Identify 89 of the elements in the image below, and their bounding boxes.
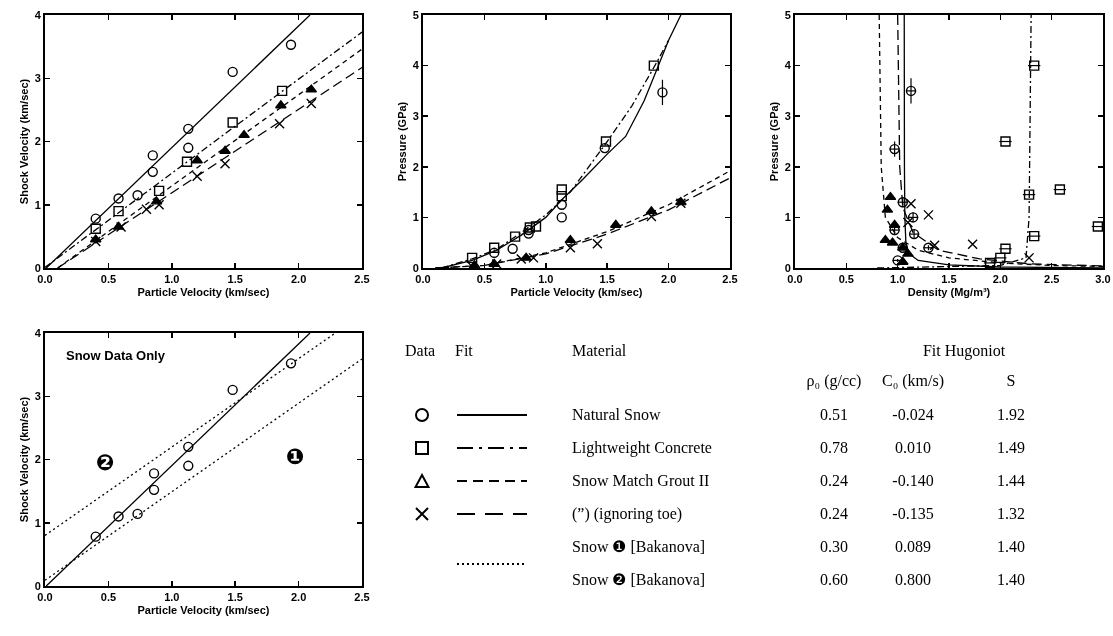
x-tick-label: 1.5	[227, 273, 243, 286]
data-label: -0.135	[892, 505, 934, 523]
y-tick-label: 0	[412, 261, 419, 274]
x-tick-label: 0.5	[100, 591, 117, 604]
x-tick-label: 2.5	[722, 273, 738, 286]
x-axis-title: Particle Velocity (km/sec)	[137, 603, 270, 616]
x-tick-label: 1.0	[890, 273, 906, 286]
annotation: ❶	[286, 444, 305, 469]
y-tick-label: 0	[34, 261, 41, 274]
data-label: 0.24	[820, 505, 848, 523]
data-label: 0.51	[820, 406, 848, 424]
y-tick-label: 1	[784, 211, 791, 224]
data-label: 0.78	[820, 439, 848, 457]
x-tick-label: 0.0	[37, 273, 53, 286]
data-label: 1.49	[997, 439, 1025, 457]
y-tick-label: 1	[34, 516, 41, 529]
category-label: C₀ (km/s)	[881, 372, 945, 390]
y-axis-title: Shock Velocity (km/sec)	[17, 78, 30, 205]
data-label: -0.140	[892, 472, 934, 490]
data-label: 0.089	[895, 538, 931, 556]
x-axis-title: Particle Velocity (km/sec)	[510, 285, 643, 298]
y-axis-title: Shock Velocity (km/sec)	[17, 396, 30, 523]
x-tick-label: 0.0	[787, 273, 803, 286]
category-label: S	[1006, 372, 1016, 390]
y-tick-label: 0	[784, 261, 791, 274]
y-tick-label: 4	[784, 59, 792, 72]
text: (”) (ignoring toe)	[572, 505, 683, 523]
text: Natural Snow	[572, 406, 661, 424]
y-axis-title: Pressure (GPa)	[767, 101, 780, 182]
data-label: 1.92	[997, 406, 1025, 424]
text: Fit	[455, 342, 473, 360]
y-axis-title: Pressure (GPa)	[395, 101, 408, 182]
x-tick-label: 1.5	[941, 273, 957, 286]
x-tick-label: 2.0	[290, 273, 307, 286]
x-tick-label: 0.0	[415, 273, 431, 286]
text: Snow ❶ [Bakanova]	[572, 538, 706, 556]
y-tick-label: 2	[34, 453, 41, 466]
y-tick-label: 2	[412, 160, 419, 173]
data-label: 1.40	[997, 571, 1025, 589]
y-tick-label: 3	[784, 110, 791, 123]
data-label: 1.44	[997, 472, 1025, 490]
x-tick-label: 2.5	[354, 591, 370, 604]
y-tick-label: 5	[784, 8, 791, 21]
x-tick-label: 0.0	[37, 591, 53, 604]
text: Snow ❷ [Bakanova]	[572, 571, 706, 589]
text: Fit Hugoniot	[922, 342, 1006, 360]
x-tick-label: 0.5	[100, 273, 117, 286]
x-tick-label: 0.5	[476, 273, 493, 286]
x-axis-title: Particle Velocity (km/sec)	[137, 285, 270, 298]
y-tick-label: 2	[784, 160, 791, 173]
data-label: 1.40	[997, 538, 1025, 556]
data-label: -0.024	[892, 406, 934, 424]
y-tick-label: 4	[34, 8, 42, 21]
y-tick-label: 4	[34, 326, 42, 339]
y-tick-label: 0	[34, 579, 41, 592]
annotation: ❷	[96, 450, 115, 475]
y-tick-label: 1	[34, 198, 41, 211]
data-label: 1.32	[997, 505, 1025, 523]
x-tick-label: 2.5	[354, 273, 370, 286]
y-tick-label: 3	[34, 390, 41, 403]
y-tick-label: 3	[34, 72, 41, 85]
data-label: 0.010	[895, 439, 931, 457]
x-tick-label: 2.5	[1044, 273, 1060, 286]
data-label: 0.60	[820, 571, 848, 589]
y-tick-label: 3	[412, 110, 419, 123]
y-tick-label: 1	[412, 211, 419, 224]
text: Snow Match Grout II	[572, 472, 710, 490]
text: Data	[405, 342, 436, 360]
x-tick-label: 1.0	[538, 273, 554, 286]
data-label: 0.800	[895, 571, 931, 589]
category-label: ρ₀ (g/cc)	[806, 372, 862, 390]
x-tick-label: 2.0	[992, 273, 1008, 286]
y-tick-label: 2	[34, 135, 41, 148]
text: Lightweight Concrete	[572, 439, 712, 457]
x-tick-label: 1.5	[599, 273, 615, 286]
y-tick-label: 5	[412, 8, 419, 21]
x-tick-label: 2.0	[660, 273, 677, 286]
text: Material	[572, 342, 627, 360]
data-label: 0.24	[820, 472, 848, 490]
x-tick-label: 1.0	[164, 591, 180, 604]
x-tick-label: 2.0	[290, 591, 307, 604]
x-tick-label: 1.0	[164, 273, 180, 286]
x-tick-label: 1.5	[227, 591, 243, 604]
x-tick-label: 3.0	[1095, 273, 1111, 286]
data-label: 0.30	[820, 538, 848, 556]
x-axis-title: Density (Mg/m³)	[907, 285, 991, 298]
annotation: Snow Data Only	[66, 348, 166, 363]
y-tick-label: 4	[412, 59, 420, 72]
x-tick-label: 0.5	[838, 273, 854, 286]
